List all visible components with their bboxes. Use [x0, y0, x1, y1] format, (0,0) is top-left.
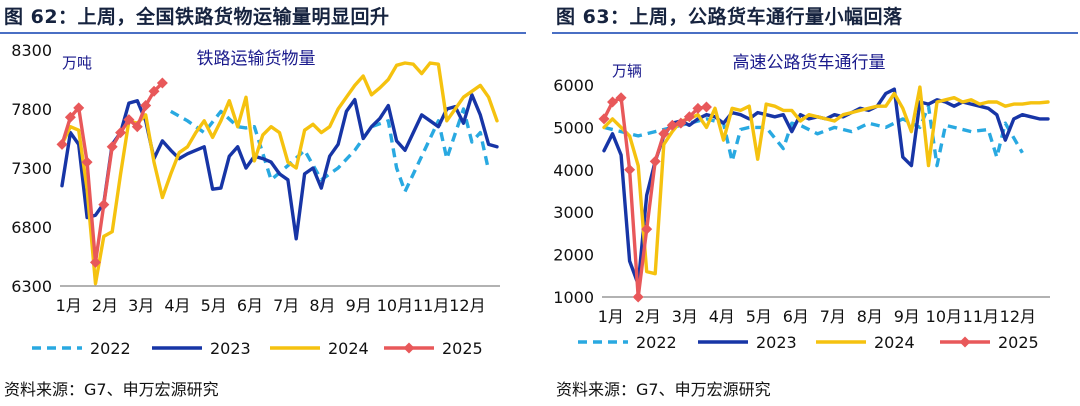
- y-tick-label: 3000: [553, 203, 594, 222]
- series-marker-2025: [624, 164, 636, 176]
- series-marker-2025: [106, 141, 118, 153]
- rail-freight-chart: 6300 6800 7300 7800 8300 1月 2月 3月 4月 5月 6月 7月 8月 9月 10…: [11, 41, 500, 358]
- series-marker-2025: [692, 102, 704, 114]
- series-marker-2025: [56, 138, 68, 150]
- series-marker-2025: [140, 99, 152, 111]
- panel-highway-trucks: 图 63：上周，公路货车通行量小幅回落 1000 2000 3000 4000 5000…: [552, 0, 1078, 406]
- series-marker-2025: [123, 114, 135, 126]
- x-tick-label: 3月: [128, 296, 154, 315]
- x-tick-label: 2月: [92, 296, 118, 315]
- x-tick-label: 10月: [926, 307, 962, 326]
- x-tick-label: 9月: [894, 307, 920, 326]
- x-tick-label: 6月: [783, 307, 809, 326]
- y-tick-label: 7300: [11, 159, 52, 178]
- x-tick-label: 6月: [237, 296, 263, 315]
- x-tick-label: 9月: [346, 296, 372, 315]
- y-tick-label: 6000: [553, 76, 594, 95]
- series-marker-2025: [666, 119, 678, 131]
- series-line-2022: [603, 104, 1024, 168]
- x-tick-label: 3月: [672, 307, 698, 326]
- series-marker-2025: [675, 117, 687, 129]
- legend-label: 2023: [210, 339, 251, 358]
- figure-title: 图 63：上周，公路货车通行量小幅回落: [556, 6, 903, 28]
- y-tick-label: 6800: [11, 218, 52, 237]
- x-tick-label: 5月: [746, 307, 772, 326]
- x-tick-label: 2月: [635, 307, 661, 326]
- figure-title: 图 62：上周，全国铁路货物运输量明显回升: [4, 6, 390, 28]
- x-tick-label: 11月: [413, 296, 449, 315]
- chart-title: 高速公路货车通行量: [733, 53, 886, 73]
- series-marker-2025: [64, 111, 76, 123]
- y-tick-label: 6300: [11, 277, 52, 296]
- series-line-2023: [60, 93, 499, 241]
- x-tick-label: 7月: [820, 307, 846, 326]
- x-tick-label: 7月: [273, 296, 299, 315]
- y-tick-label: 8300: [11, 41, 52, 60]
- source-note: 资料来源：G7、申万宏源研究: [556, 380, 771, 399]
- legend-label: 2022: [90, 339, 131, 358]
- source-note: 资料来源：G7、申万宏源研究: [4, 380, 219, 399]
- y-tick-label: 4000: [553, 161, 594, 180]
- legend-label: 2024: [874, 333, 915, 352]
- x-tick-label: 11月: [963, 307, 999, 326]
- panel-rail-freight: 图 62：上周，全国铁路货物运输量明显回升 6300 6800 7300 7800 83…: [0, 0, 526, 406]
- x-tick-label: 5月: [201, 296, 227, 315]
- series-marker-2025: [615, 92, 627, 104]
- series-line-2022: [169, 107, 491, 194]
- series-marker-2025: [81, 156, 93, 168]
- legend-label: 2024: [328, 339, 369, 358]
- series-marker-2025: [683, 111, 695, 123]
- series-marker-2025: [700, 101, 712, 113]
- series-marker-2025: [598, 113, 610, 125]
- x-tick-label: 8月: [309, 296, 335, 315]
- series-marker-2025: [641, 223, 653, 235]
- x-tick-label: 1月: [56, 296, 82, 315]
- legend-label: 2023: [756, 333, 797, 352]
- x-tick-label: 12月: [1000, 307, 1036, 326]
- x-tick-label: 1月: [598, 307, 624, 326]
- unit-label: 万吨: [62, 54, 92, 72]
- y-tick-label: 5000: [553, 118, 594, 137]
- title-divider: [0, 32, 526, 34]
- y-tick-label: 1000: [553, 288, 594, 307]
- series-marker-2025: [649, 155, 661, 167]
- x-tick-label: 4月: [709, 307, 735, 326]
- series-marker-2025: [131, 121, 143, 133]
- series-marker-2025: [148, 85, 160, 97]
- series-marker-2025: [115, 127, 127, 139]
- series-marker-2025: [156, 77, 168, 89]
- highway-truck-chart: 1000 2000 3000 4000 5000 6000 1月 2月 3月 4月 5月 6月 7月 8月…: [553, 53, 1050, 352]
- series-marker-2025: [98, 199, 110, 211]
- x-tick-label: 8月: [857, 307, 883, 326]
- series-marker-2025: [89, 256, 101, 268]
- chart-title: 铁路运输货物量: [197, 49, 316, 69]
- x-tick-label: 12月: [449, 296, 485, 315]
- legend-marker-2025: [959, 336, 971, 348]
- series-marker-2025: [658, 128, 670, 140]
- series-marker-2025: [607, 96, 619, 108]
- x-tick-label: 10月: [377, 296, 413, 315]
- unit-label: 万辆: [612, 62, 642, 80]
- legend-marker-2025: [403, 342, 415, 354]
- x-tick-label: 4月: [164, 296, 190, 315]
- legend-label: 2025: [442, 339, 483, 358]
- legend-label: 2022: [636, 333, 677, 352]
- title-divider: [552, 32, 1078, 34]
- series-marker-2025: [73, 102, 85, 114]
- series-line-2024: [602, 85, 1050, 276]
- y-tick-label: 7800: [11, 100, 52, 119]
- y-tick-label: 2000: [553, 246, 594, 265]
- series-marker-2025: [632, 291, 644, 303]
- legend-label: 2025: [998, 333, 1039, 352]
